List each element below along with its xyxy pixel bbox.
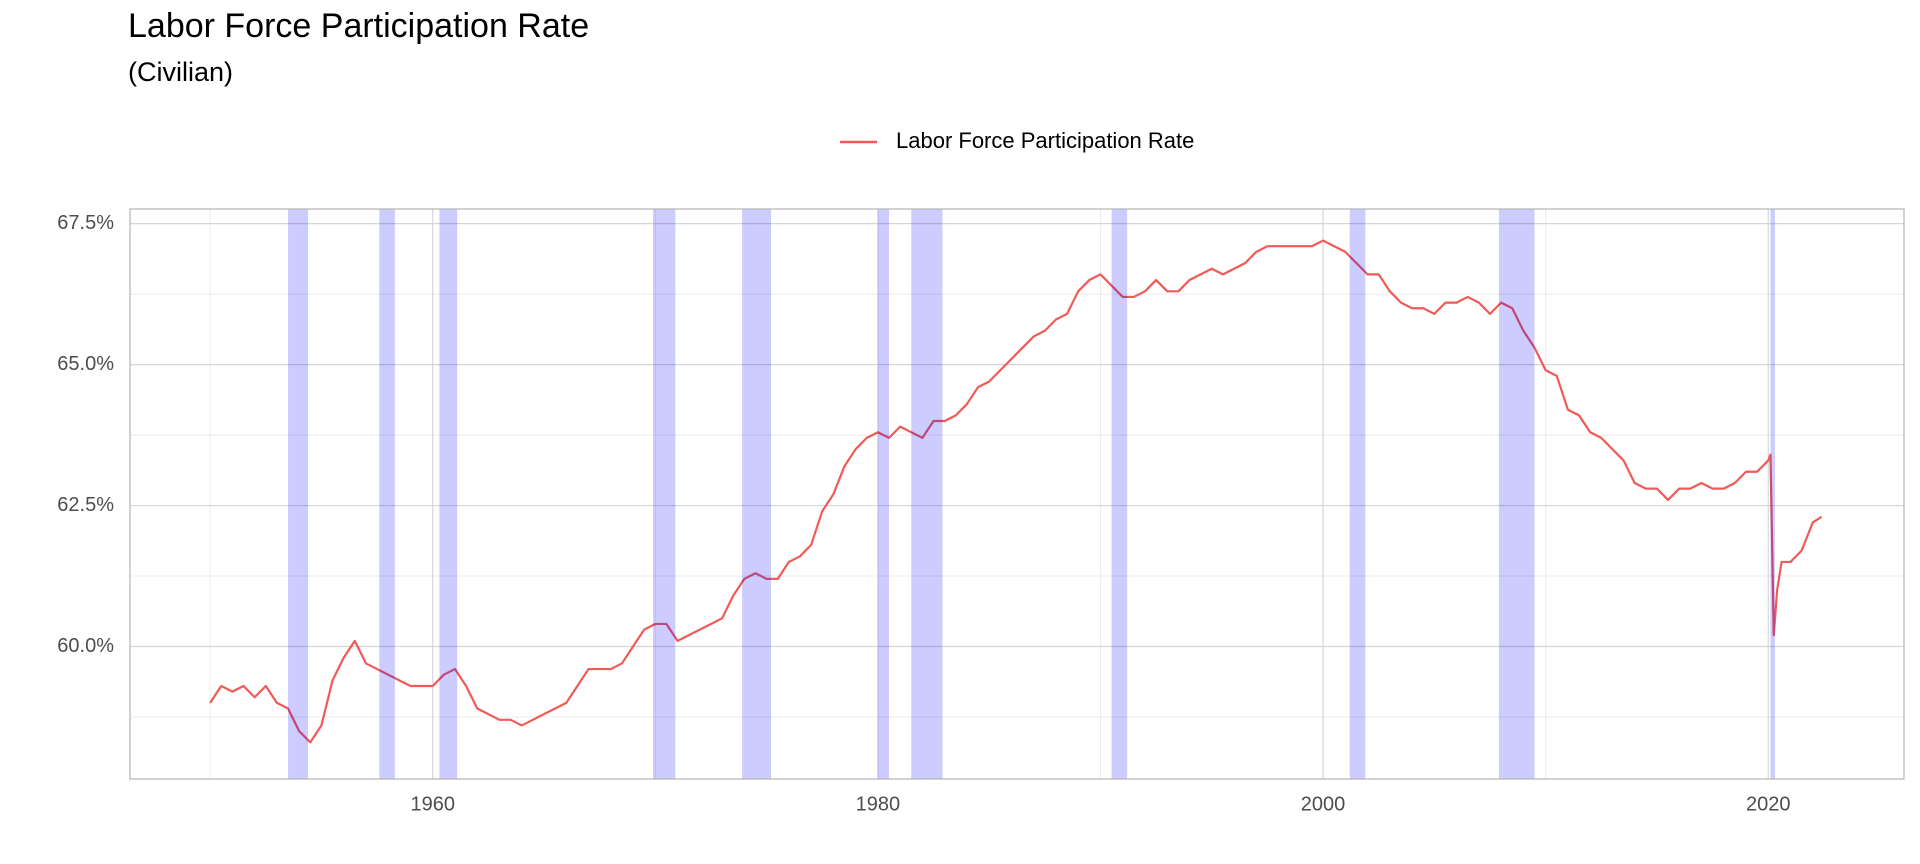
x-tick-label: 1960 xyxy=(410,793,455,815)
recession-band xyxy=(1770,209,1775,779)
y-tick-label: 62.5% xyxy=(57,494,114,516)
x-tick-label: 2000 xyxy=(1301,793,1346,815)
x-tick-label: 2020 xyxy=(1746,793,1791,815)
recession-band xyxy=(288,209,309,779)
recession-band xyxy=(379,209,395,779)
plot-border xyxy=(129,208,1905,780)
recession-band xyxy=(877,209,890,779)
recession-band xyxy=(1349,209,1366,779)
x-tick-label: 1980 xyxy=(856,793,901,815)
y-tick-label: 67.5% xyxy=(57,212,114,234)
recession-band xyxy=(439,209,458,779)
y-tick-label: 60.0% xyxy=(57,635,114,657)
recession-band xyxy=(742,209,772,779)
recession-band xyxy=(1111,209,1128,779)
recession-band xyxy=(1498,209,1535,779)
legend-label: Labor Force Participation Rate xyxy=(896,128,1194,153)
chart-title: Labor Force Participation Rate xyxy=(128,7,589,45)
recession-band xyxy=(911,209,943,779)
y-tick-label: 65.0% xyxy=(57,353,114,375)
data-line xyxy=(209,239,1823,744)
recession-band xyxy=(653,209,676,779)
chart-subtitle: (Civilian) xyxy=(128,57,233,87)
